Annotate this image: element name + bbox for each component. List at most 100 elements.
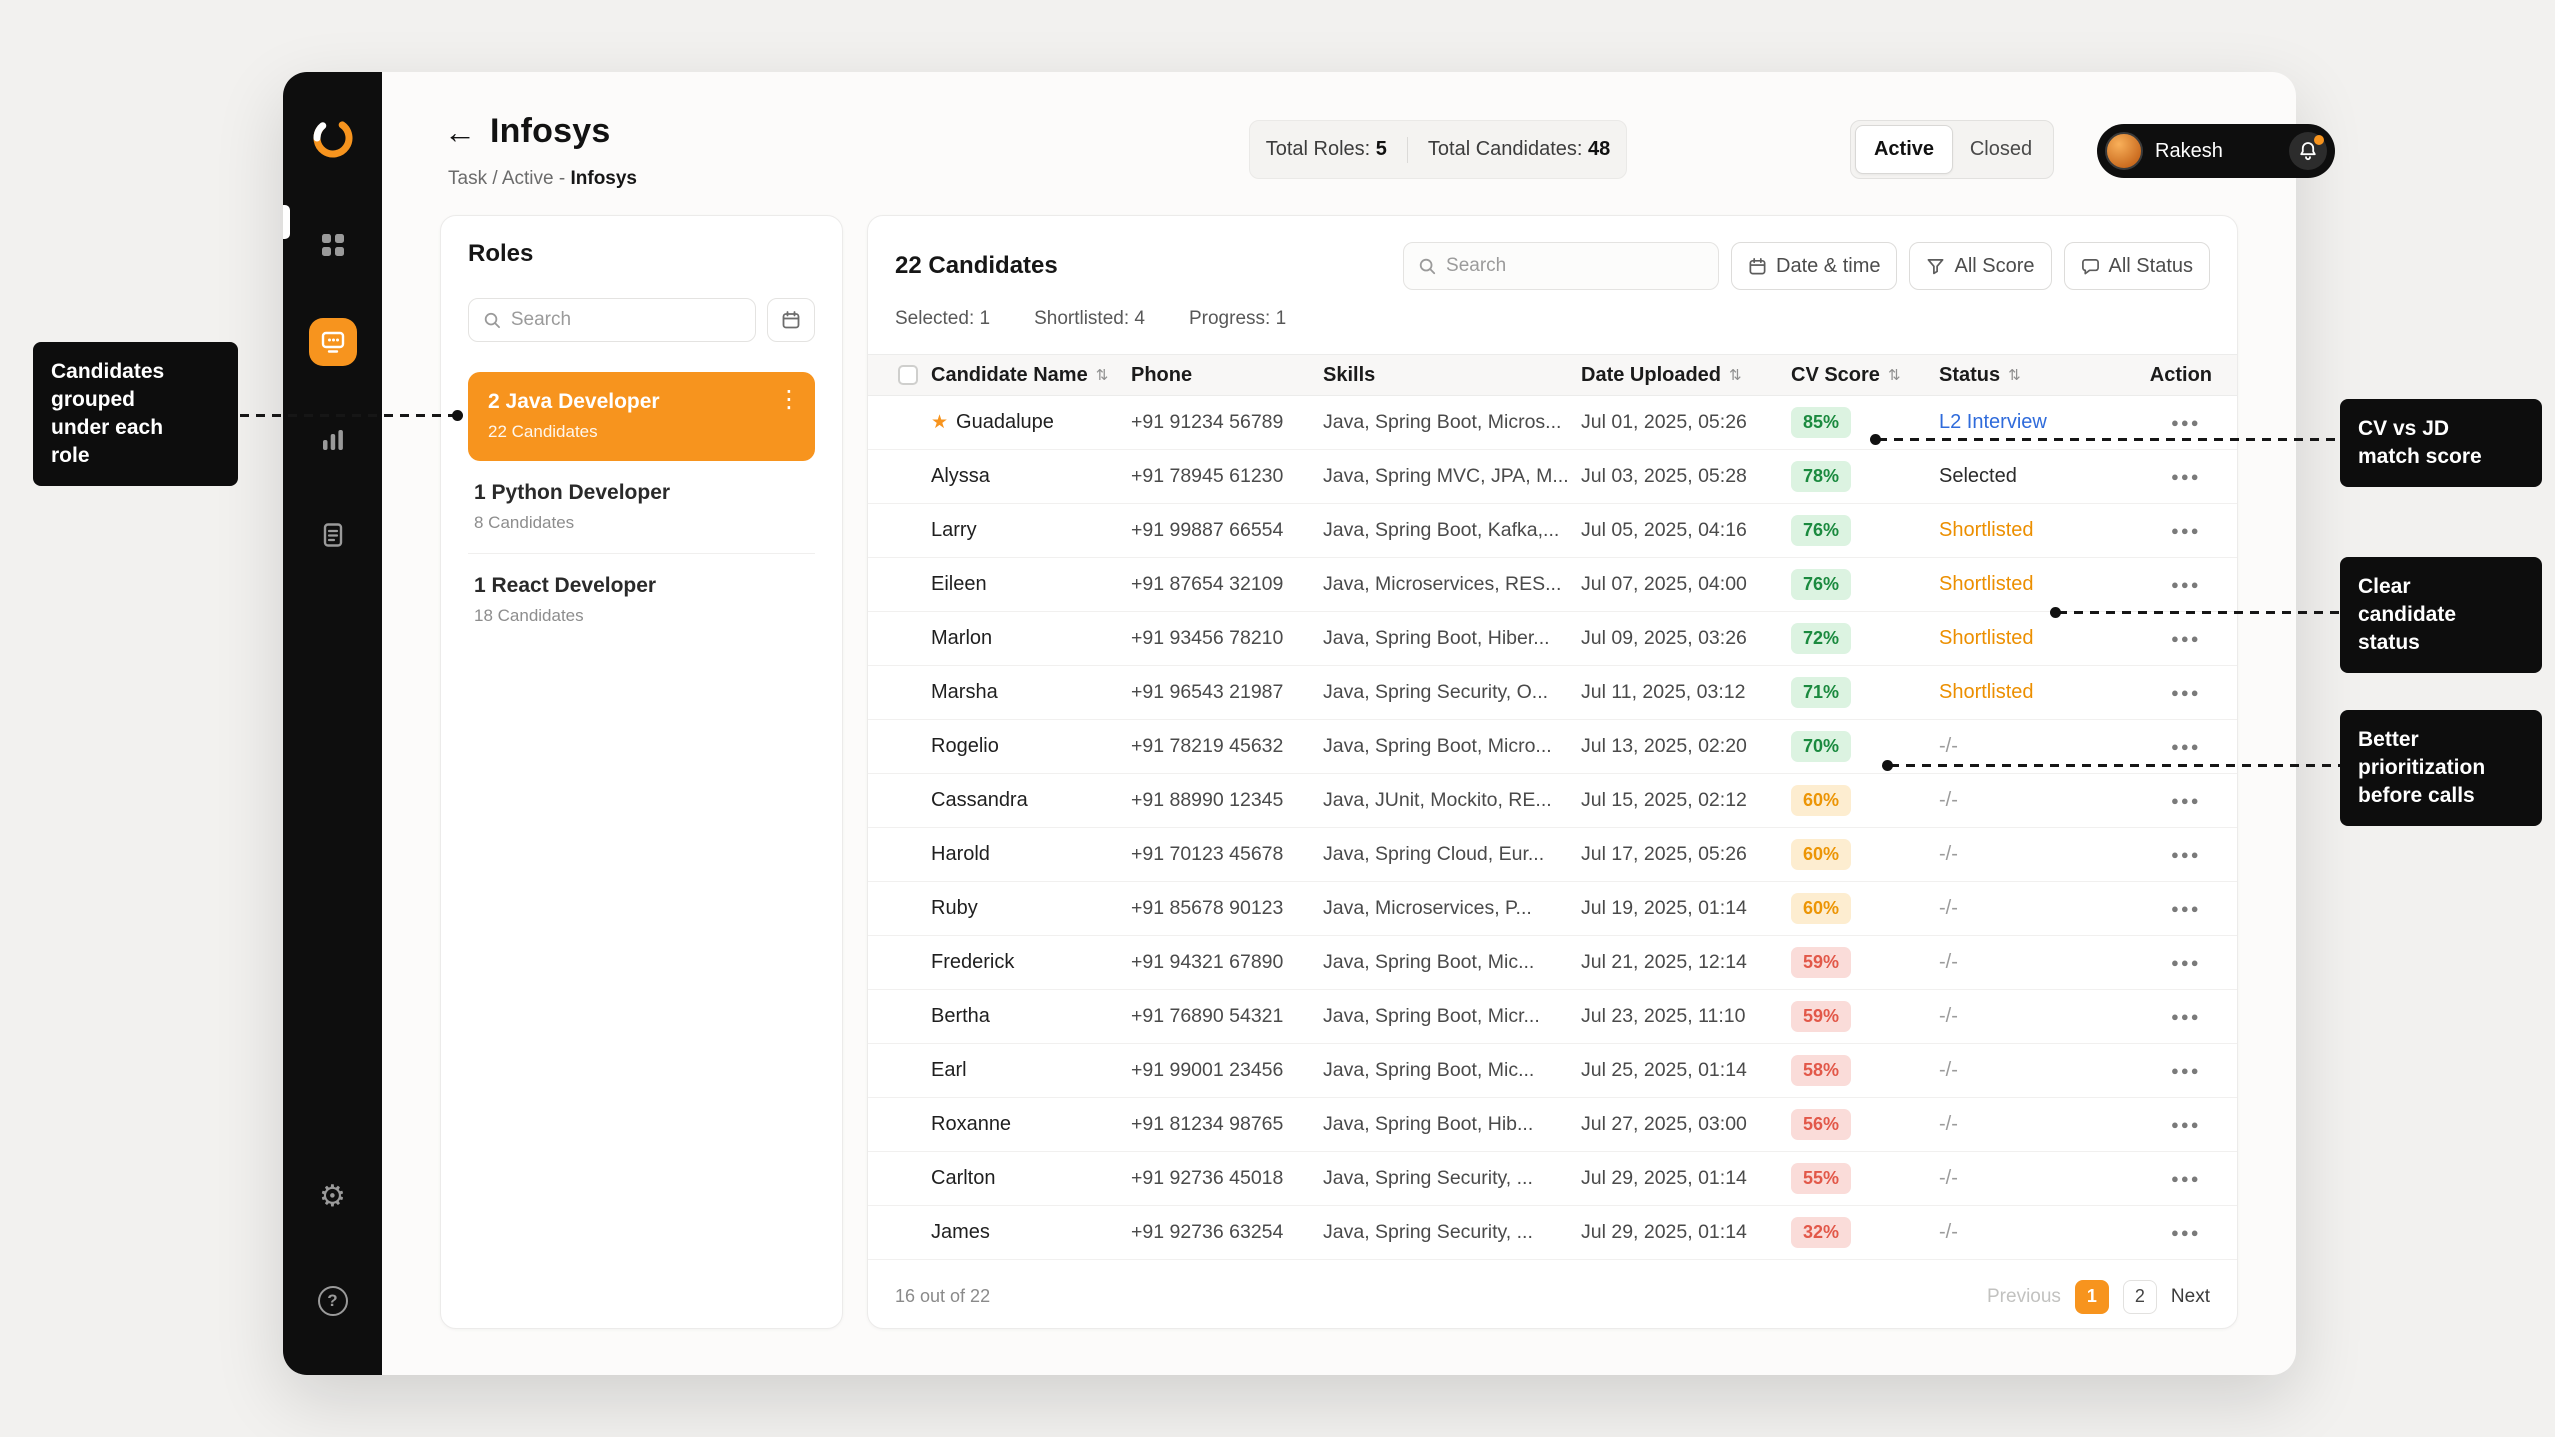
col-phone: Phone xyxy=(1131,363,1193,386)
sidebar-item-documents[interactable] xyxy=(283,522,382,548)
table-row[interactable]: ★ Eileen +91 87654 32109 Java, Microserv… xyxy=(868,558,2237,612)
toggle-closed[interactable]: Closed xyxy=(1969,138,2033,160)
sort-icon[interactable]: ⇅ xyxy=(1729,367,1742,384)
sidebar-item-help[interactable]: ? xyxy=(283,1286,382,1316)
table-row[interactable]: ★ Bertha +91 76890 54321 Java, Spring Bo… xyxy=(868,990,2237,1044)
table-row[interactable]: ★ Alyssa +91 78945 61230 Java, Spring MV… xyxy=(868,450,2237,504)
pagination-previous[interactable]: Previous xyxy=(1987,1285,2061,1307)
candidates-panel: 22 Candidates Date & ti xyxy=(867,215,2238,1329)
candidates-search-input[interactable] xyxy=(1446,255,1704,277)
pagination-page-2[interactable]: 2 xyxy=(2122,1279,2157,1314)
row-actions-button[interactable]: ●●● xyxy=(2171,685,2201,700)
role-subtitle: 8 Candidates xyxy=(474,513,575,532)
cv-score-badge: 59% xyxy=(1791,947,1852,978)
table-row[interactable]: ★ Larry +91 99887 66554 Java, Spring Boo… xyxy=(868,504,2237,558)
candidate-skills: Java, Spring Boot, Hiber... xyxy=(1323,627,1550,649)
candidate-skills: Java, Spring Boot, Micros... xyxy=(1323,411,1562,433)
table-row[interactable]: ★ Harold +91 70123 45678 Java, Spring Cl… xyxy=(868,828,2237,882)
row-actions-button[interactable]: ●●● xyxy=(2171,523,2201,538)
sidebar-item-settings[interactable]: ⚙ xyxy=(283,1182,382,1212)
app-logo[interactable] xyxy=(283,114,382,162)
candidate-phone: +91 99001 23456 xyxy=(1131,1059,1284,1081)
role-card-java[interactable]: 2 Java Developer 22 Candidates ⋮ xyxy=(468,372,815,461)
table-row[interactable]: ★ Marsha +91 96543 21987 Java, Spring Se… xyxy=(868,666,2237,720)
row-actions-button[interactable]: ●●● xyxy=(2171,415,2201,430)
candidate-phone: +91 76890 54321 xyxy=(1131,1005,1284,1027)
row-actions-button[interactable]: ●●● xyxy=(2171,577,2201,592)
row-actions-button[interactable]: ●●● xyxy=(2171,1009,2201,1024)
table-row[interactable]: ★ Cassandra +91 88990 12345 Java, JUnit,… xyxy=(868,774,2237,828)
candidate-name: Earl xyxy=(931,1059,967,1081)
row-actions-button[interactable]: ●●● xyxy=(2171,901,2201,916)
interviews-icon xyxy=(321,331,344,353)
logo-icon xyxy=(313,118,352,158)
row-actions-button[interactable]: ●●● xyxy=(2171,1225,2201,1240)
col-cv-score[interactable]: CV Score ⇅ xyxy=(1791,363,1901,386)
pagination-next[interactable]: Next xyxy=(2170,1285,2210,1307)
table-row[interactable]: ★ Roxanne +91 81234 98765 Java, Spring B… xyxy=(868,1098,2237,1152)
roles-calendar-button[interactable] xyxy=(767,298,815,342)
notifications-button[interactable] xyxy=(2289,132,2327,170)
score-filter-button[interactable]: All Score xyxy=(1909,242,2052,290)
annotation-priority: Better prioritization before calls xyxy=(2340,710,2542,826)
candidate-date-uploaded: Jul 27, 2025, 03:00 xyxy=(1581,1113,1747,1135)
row-actions-button[interactable]: ●●● xyxy=(2171,1117,2201,1132)
candidate-name: Marlon xyxy=(931,627,993,649)
sort-icon[interactable]: ⇅ xyxy=(1887,367,1901,384)
roles-search-input[interactable] xyxy=(510,309,741,331)
sidebar-item-apps[interactable] xyxy=(283,232,382,258)
candidate-status: -/- xyxy=(1939,897,1958,919)
sort-icon[interactable]: ⇅ xyxy=(1095,367,1109,384)
candidate-date-uploaded: Jul 29, 2025, 01:14 xyxy=(1581,1167,1747,1189)
candidate-name: Carlton xyxy=(931,1167,996,1189)
role-menu-button[interactable]: ⋮ xyxy=(777,386,801,413)
row-actions-button[interactable]: ●●● xyxy=(2171,1171,2201,1186)
candidate-date-uploaded: Jul 03, 2025, 05:28 xyxy=(1581,465,1747,487)
candidate-date-uploaded: Jul 17, 2025, 05:26 xyxy=(1581,843,1747,865)
row-actions-button[interactable]: ●●● xyxy=(2171,1063,2201,1078)
total-roles: Total Roles: 5 xyxy=(1265,138,1387,160)
candidate-skills: Java, Spring Security, ... xyxy=(1323,1167,1533,1189)
candidate-name: Bertha xyxy=(931,1005,990,1027)
candidate-phone: +91 93456 78210 xyxy=(1131,627,1284,649)
row-actions-button[interactable]: ●●● xyxy=(2171,955,2201,970)
select-all-checkbox[interactable] xyxy=(898,365,918,385)
row-actions-button[interactable]: ●●● xyxy=(2171,739,2201,754)
candidate-skills: Java, Spring Cloud, Eur... xyxy=(1323,843,1545,865)
table-row[interactable]: ★ Ruby +91 85678 90123 Java, Microservic… xyxy=(868,882,2237,936)
total-candidates: Total Candidates: 48 xyxy=(1427,138,1611,160)
breadcrumb-prefix[interactable]: Task / Active - xyxy=(448,168,571,189)
row-actions-button[interactable]: ●●● xyxy=(2171,847,2201,862)
role-card-python[interactable]: 1 Python Developer 8 Candidates xyxy=(468,461,815,554)
role-title: 1 Python Developer xyxy=(474,481,671,504)
sidebar-item-interviews[interactable] xyxy=(308,318,357,366)
row-actions-button[interactable]: ●●● xyxy=(2171,469,2201,484)
table-row[interactable]: ★ Marlon +91 93456 78210 Java, Spring Bo… xyxy=(868,612,2237,666)
table-row[interactable]: ★ Carlton +91 92736 45018 Java, Spring S… xyxy=(868,1152,2237,1206)
date-filter-button[interactable]: Date & time xyxy=(1731,242,1898,290)
back-button[interactable]: ← xyxy=(444,113,476,150)
status-filter-button[interactable]: All Status xyxy=(2063,242,2210,290)
sidebar-item-analytics[interactable] xyxy=(283,427,382,453)
toggle-active[interactable]: Active xyxy=(1855,125,1953,174)
table-row[interactable]: ★ James +91 92736 63254 Java, Spring Sec… xyxy=(868,1206,2237,1260)
connector-dot xyxy=(1882,760,1893,771)
row-actions-button[interactable]: ●●● xyxy=(2171,631,2201,646)
candidate-phone: +91 87654 32109 xyxy=(1131,573,1284,595)
role-card-react[interactable]: 1 React Developer 18 Candidates xyxy=(468,554,815,646)
candidate-skills: Java, Spring Boot, Mic... xyxy=(1323,1059,1535,1081)
table-row[interactable]: ★ Guadalupe +91 91234 56789 Java, Spring… xyxy=(868,396,2237,450)
connector-line xyxy=(1878,438,2340,441)
table-row[interactable]: ★ Frederick +91 94321 67890 Java, Spring… xyxy=(868,936,2237,990)
col-candidate-name[interactable]: Candidate Name ⇅ xyxy=(931,363,1109,386)
row-actions-button[interactable]: ●●● xyxy=(2171,793,2201,808)
pagination-page-1[interactable]: 1 xyxy=(2074,1279,2109,1314)
user-menu[interactable]: Rakesh xyxy=(2097,124,2335,178)
table-row[interactable]: ★ Rogelio +91 78219 45632 Java, Spring B… xyxy=(868,720,2237,774)
candidate-status: -/- xyxy=(1939,1167,1958,1189)
table-row[interactable]: ★ Earl +91 99001 23456 Java, Spring Boot… xyxy=(868,1044,2237,1098)
col-status[interactable]: Status ⇅ xyxy=(1939,363,2021,386)
bar-chart-icon xyxy=(322,430,343,450)
sort-icon[interactable]: ⇅ xyxy=(2008,367,2021,384)
col-date-uploaded[interactable]: Date Uploaded ⇅ xyxy=(1581,363,1742,386)
